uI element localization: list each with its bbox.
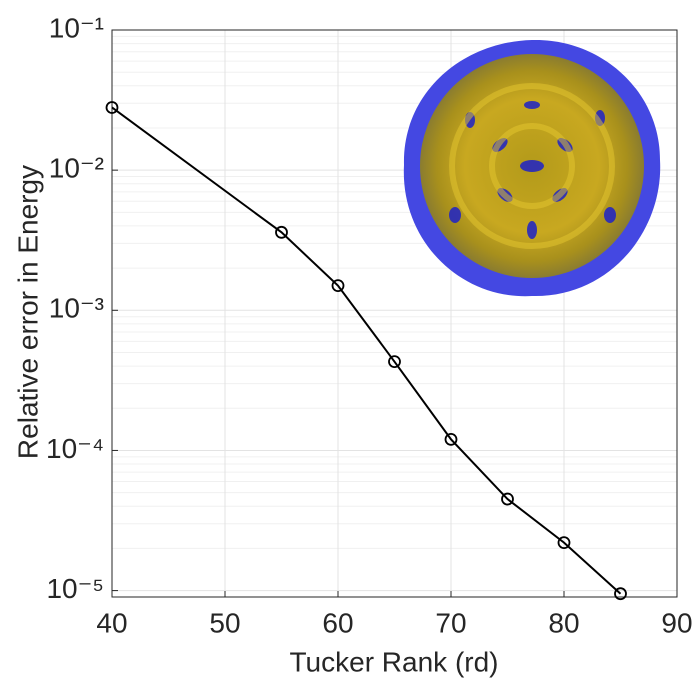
data-point: [444, 432, 458, 446]
axes-box: [111, 29, 678, 598]
x-axis-label: Tucker Rank (rd): [289, 646, 498, 677]
data-point: [614, 587, 627, 601]
y-tick-label: 10⁻²: [49, 153, 104, 184]
x-tick-label: 90: [661, 607, 692, 638]
x-tick-label: 60: [322, 607, 353, 638]
y-tick-label: 10⁻⁵: [46, 573, 104, 604]
y-tick-label: 10⁻¹: [49, 12, 104, 43]
data-point: [275, 225, 288, 239]
data-point: [557, 536, 571, 549]
x-tick-label: 80: [548, 607, 579, 638]
data-point: [501, 492, 514, 506]
y-tick-label: 10⁻³: [49, 293, 104, 324]
x-tick-label: 70: [435, 607, 466, 638]
data-point: [331, 279, 345, 293]
series: [105, 101, 627, 601]
y-axis-label: Relative error in Energy: [12, 165, 43, 459]
series-line: [111, 106, 622, 595]
data-point: [388, 355, 401, 369]
inset-image: [403, 39, 661, 297]
x-tick-label: 40: [96, 607, 127, 638]
y-tick-label: 10⁻⁴: [46, 433, 104, 464]
data-point: [105, 101, 119, 114]
x-tick-label: 50: [209, 607, 240, 638]
